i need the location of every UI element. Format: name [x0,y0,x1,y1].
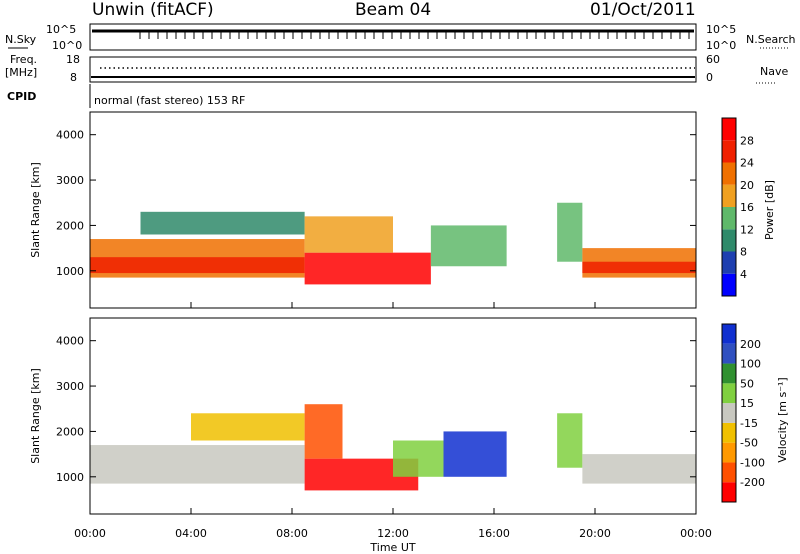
power-ytick-label-0: 1000 [56,265,84,278]
nsky-tick-bottom: 10^0 [52,39,82,52]
power-region-6 [557,202,583,262]
velocity-ytick-label-2: 3000 [56,380,84,393]
nsearch-tick-bottom: 10^0 [706,39,736,52]
power-colorbar-segment-0 [722,273,736,296]
power-colorbar-tick-1: 24 [740,157,754,170]
freq-strip-frame [89,56,697,83]
power-colorbar: 28 24 20 16 12 8 4 [721,117,754,297]
power-colorbar-segment-2 [722,229,736,252]
power-heatmap [90,202,696,285]
power-colorbar-tick-4: 12 [740,223,754,236]
time-tick-label-5: 20:00 [579,527,611,540]
velocity-colorbar-tick-6: -100 [740,456,765,469]
velocity-region-5 [443,431,507,477]
power-region-4 [304,216,393,253]
power-region-1 [90,257,305,274]
nave-label: Nave [760,65,788,78]
time-tick-label-1: 04:00 [175,527,207,540]
velocity-colorbar-label: Velocity [m s⁻¹] [776,377,789,462]
power-colorbar-label: Power [dB] [763,180,776,240]
power-colorbar-segment-7 [722,118,736,141]
velocity-colorbar-segment-4 [722,403,736,423]
power-y-axis: 1000 2000 3000 4000 [56,129,696,278]
velocity-panel: 1000 2000 3000 4000 Slant Range [km] 200 100… [29,317,789,515]
velocity-region-1 [191,413,305,441]
time-tick-label-6: 00:00 [680,527,712,540]
power-colorbar-segment-6 [722,140,736,163]
time-tick-label-0: 00:00 [74,527,106,540]
velocity-region-0 [90,445,305,484]
velocity-colorbar-tick-4: -15 [740,417,758,430]
nsky-tick-top: 10^5 [46,23,76,36]
velocity-colorbar-segment-0 [722,482,736,502]
power-colorbar-tick-6: 4 [740,268,747,281]
power-region-8 [582,261,696,274]
freq-label-2: [MHz] [5,66,37,79]
velocity-ytick-label-1: 2000 [56,425,84,438]
station-title: Unwin (fitACF) [92,0,214,20]
nave-tick-top: 60 [706,53,720,66]
power-region-2 [140,211,305,235]
power-colorbar-segment-3 [722,207,736,230]
power-colorbar-frame [721,117,737,297]
velocity-colorbar-tick-0: 200 [740,338,761,351]
time-tick-label-2: 08:00 [276,527,308,540]
power-colorbar-segment-5 [722,162,736,185]
velocity-ytick-label-0: 1000 [56,471,84,484]
nsky-label: N.Sky [5,33,37,46]
nsearch-tick-top: 10^5 [706,23,736,36]
power-colorbar-tick-2: 20 [740,179,754,192]
velocity-region-3 [304,404,343,459]
power-region-3 [304,252,431,285]
velocity-colorbar-tick-1: 100 [740,358,761,371]
velocity-colorbar-tick-2: 50 [740,377,754,390]
velocity-region-6 [557,413,583,468]
power-colorbar-segment-4 [722,184,736,207]
time-axis: 00:00 04:00 08:00 12:00 16:00 20:00 00:00 [74,302,712,540]
nsearch-label: N.Search [746,33,796,46]
velocity-colorbar-segment-6 [722,363,736,384]
power-ytick-label-3: 4000 [56,129,84,142]
beam-title: Beam 04 [355,0,431,20]
nsky-strip-data [92,29,694,39]
time-tick-label-4: 16:00 [478,527,510,540]
power-ytick-label-1: 2000 [56,219,84,232]
velocity-colorbar-segment-1 [722,462,736,483]
freq-tick-bottom: 8 [70,71,77,84]
power-region-5 [430,225,507,267]
velocity-region-7 [582,454,696,484]
nsky-strip-frame [89,23,697,51]
velocity-colorbar-tick-5: -50 [740,437,758,450]
time-axis-label: Time UT [369,541,415,554]
freq-tick-top: 18 [66,53,80,66]
velocity-colorbar-frame [721,323,737,503]
velocity-y-axis-label: Slant Range [km] [29,368,42,464]
velocity-ytick-label-3: 4000 [56,335,84,348]
velocity-colorbar: 200 100 50 15 -15 -50 -100 -200 [721,323,765,503]
velocity-colorbar-segment-7 [722,343,736,364]
time-tick-label-3: 12:00 [377,527,409,540]
power-colorbar-tick-3: 16 [740,201,754,214]
power-colorbar-tick-5: 8 [740,246,747,259]
power-colorbar-segment-1 [722,251,736,274]
freq-label-1: Freq. [10,53,37,66]
velocity-heatmap [90,404,696,491]
power-colorbar-tick-0: 28 [740,134,754,147]
power-ytick-label-2: 3000 [56,174,84,187]
cpid-text: normal (fast stereo) 153 RF [94,94,245,107]
velocity-colorbar-tick-7: -200 [740,476,765,489]
power-y-axis-label: Slant Range [km] [29,162,42,258]
velocity-y-axis: 1000 2000 3000 4000 [56,335,696,484]
cpid-label: CPID [7,90,36,103]
velocity-colorbar-segment-2 [722,442,736,463]
date-title: 01/Oct/2011 [590,0,696,20]
velocity-region-4 [393,440,444,477]
velocity-colorbar-segment-8 [722,324,736,344]
velocity-colorbar-segment-3 [722,422,736,443]
velocity-colorbar-segment-5 [722,383,736,404]
velocity-colorbar-tick-3: 15 [740,397,754,410]
power-panel: 1000 2000 3000 4000 Slant Range [km] 28 24 20… [29,111,776,309]
nave-tick-bottom: 0 [706,71,713,84]
